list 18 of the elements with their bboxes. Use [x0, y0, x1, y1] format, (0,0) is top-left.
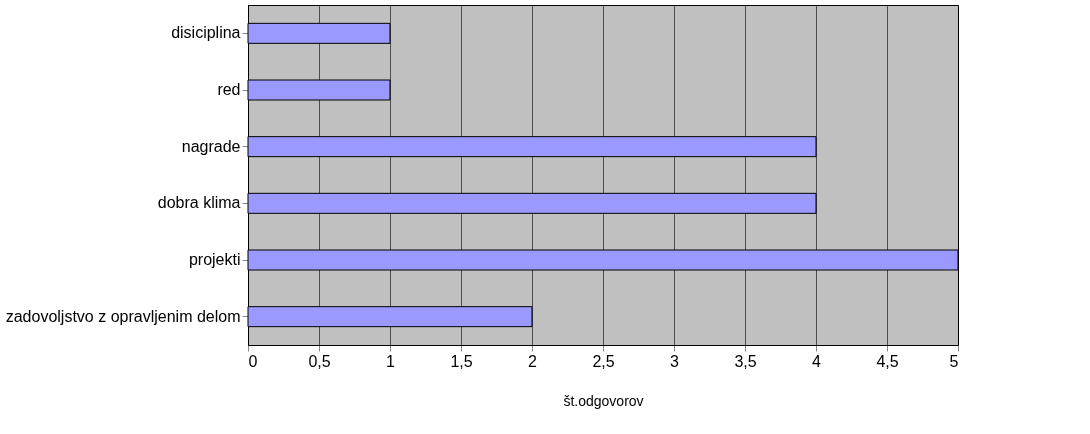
x-tick-label: 2,5 [592, 352, 615, 370]
y-tick-label: nagrade [181, 137, 241, 155]
x-tick-label: 0 [248, 352, 258, 370]
x-tick-label: 4 [812, 352, 822, 370]
x-tick-label: 3,5 [734, 352, 757, 370]
x-tick-label: 4,5 [876, 352, 899, 370]
y-tick-label: disiciplina [171, 24, 241, 42]
x-tick-label: 1,5 [450, 352, 473, 370]
x-tick-label: 2 [528, 352, 538, 370]
x-axis-title: št.odgovorov [563, 392, 644, 409]
x-tick-label: 1 [386, 352, 396, 370]
x-tick-label: 0,5 [308, 352, 331, 370]
y-tick-label: projekti [188, 251, 241, 268]
x-tick-label: 3 [670, 352, 680, 370]
y-tick-label: red [217, 81, 241, 98]
y-tick-label: zadovoljstvo z opravljenim delom [5, 307, 241, 325]
x-tick-label: 5 [949, 352, 959, 370]
y-tick-label: dobra klima [157, 194, 241, 212]
